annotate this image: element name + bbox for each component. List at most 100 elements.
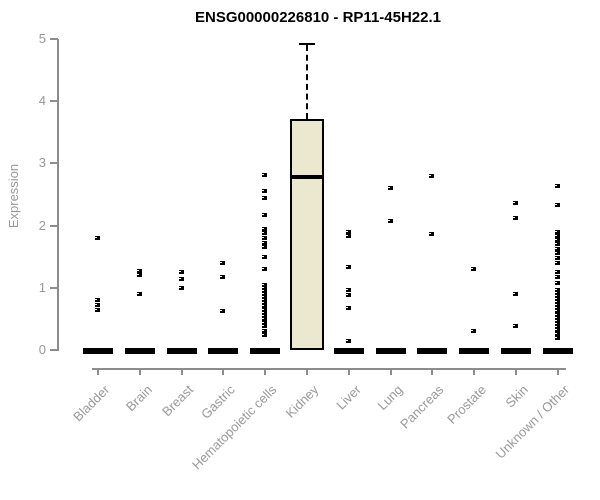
outlier-point bbox=[262, 236, 267, 240]
outlier-point bbox=[555, 238, 560, 242]
outlier-point bbox=[262, 301, 267, 305]
x-tick-label: Unknown / Other bbox=[493, 382, 573, 462]
outlier-point bbox=[555, 203, 560, 207]
outlier-point bbox=[262, 329, 267, 333]
outlier-point bbox=[429, 174, 434, 178]
outlier-point bbox=[555, 291, 560, 295]
y-tick-label: 3 bbox=[38, 155, 46, 170]
x-tick-label: Liver bbox=[333, 382, 364, 413]
x-tick-label: Prostate bbox=[443, 382, 489, 427]
outlier-point bbox=[95, 308, 100, 312]
outlier-point bbox=[555, 294, 560, 298]
zero-median-bar bbox=[250, 348, 280, 354]
outlier-point bbox=[555, 247, 560, 251]
outlier-point bbox=[137, 269, 142, 273]
x-axis-line bbox=[92, 368, 566, 370]
x-tick-label: Breast bbox=[159, 382, 197, 420]
x-tick-label: Pancreas bbox=[397, 382, 447, 432]
outlier-point bbox=[137, 292, 142, 296]
y-tick-label: 4 bbox=[38, 93, 46, 108]
outlier-point bbox=[555, 281, 560, 285]
outlier-point bbox=[262, 311, 267, 315]
x-axis-tick bbox=[557, 368, 559, 375]
outlier-point bbox=[388, 186, 393, 190]
outlier-point bbox=[262, 255, 267, 259]
x-axis-tick bbox=[473, 368, 475, 375]
zero-median-bar bbox=[83, 348, 113, 354]
outlier-point bbox=[220, 309, 225, 313]
outlier-point bbox=[179, 277, 184, 281]
x-axis-tick bbox=[306, 368, 308, 375]
zero-median-bar bbox=[208, 348, 238, 354]
x-axis-tick bbox=[264, 368, 266, 375]
outlier-point bbox=[346, 306, 351, 310]
outlier-point bbox=[429, 232, 434, 236]
x-axis-tick bbox=[431, 368, 433, 375]
outlier-point bbox=[471, 329, 476, 333]
outlier-point bbox=[95, 298, 100, 302]
outlier-point bbox=[555, 300, 560, 304]
x-tick-label: Skin bbox=[502, 382, 531, 411]
outlier-point bbox=[555, 316, 560, 320]
y-axis-tick bbox=[50, 162, 58, 164]
outlier-point bbox=[555, 313, 560, 317]
outlier-point bbox=[262, 304, 267, 308]
x-tick-label: Lung bbox=[374, 382, 406, 414]
outlier-point bbox=[513, 201, 518, 205]
outlier-point bbox=[555, 184, 560, 188]
outlier-point bbox=[95, 236, 100, 240]
outlier-point bbox=[262, 317, 267, 321]
outlier-point bbox=[262, 298, 267, 302]
outlier-point bbox=[513, 292, 518, 296]
outlier-point bbox=[555, 270, 560, 274]
outlier-point bbox=[262, 289, 267, 293]
x-axis-tick bbox=[139, 368, 141, 375]
outlier-point bbox=[555, 234, 560, 238]
outlier-point bbox=[555, 242, 560, 246]
outlier-point bbox=[262, 324, 267, 328]
x-axis-tick bbox=[390, 368, 392, 375]
outlier-point bbox=[262, 196, 267, 200]
outlier-point bbox=[179, 270, 184, 274]
outlier-point bbox=[555, 325, 560, 329]
outlier-point bbox=[388, 219, 393, 223]
outlier-point bbox=[262, 267, 267, 271]
outlier-point bbox=[220, 261, 225, 265]
x-axis-tick bbox=[348, 368, 350, 375]
y-axis-tick bbox=[50, 287, 58, 289]
y-axis-tick bbox=[50, 349, 58, 351]
outlier-point bbox=[555, 261, 560, 265]
outlier-point bbox=[262, 173, 267, 177]
outlier-point bbox=[262, 308, 267, 312]
outlier-point bbox=[346, 288, 351, 292]
outlier-point bbox=[346, 293, 351, 297]
outlier-point bbox=[346, 230, 351, 234]
zero-median-bar bbox=[376, 348, 406, 354]
x-tick-label: Bladder bbox=[70, 382, 113, 425]
outlier-point bbox=[179, 286, 184, 290]
y-tick-label: 5 bbox=[38, 31, 46, 46]
outlier-point bbox=[262, 314, 267, 318]
x-axis-tick bbox=[97, 368, 99, 375]
outlier-point bbox=[555, 297, 560, 301]
outlier-point bbox=[262, 295, 267, 299]
outlier-point bbox=[555, 332, 560, 336]
outlier-point bbox=[555, 336, 560, 340]
outlier-point bbox=[262, 241, 267, 245]
outlier-point bbox=[262, 245, 267, 249]
outlier-point bbox=[471, 267, 476, 271]
outlier-point bbox=[346, 265, 351, 269]
y-axis-tick bbox=[50, 225, 58, 227]
y-axis-tick bbox=[50, 38, 58, 40]
outlier-point bbox=[137, 273, 142, 277]
outlier-point bbox=[262, 189, 267, 193]
outlier-point bbox=[346, 234, 351, 238]
y-tick-label: 2 bbox=[38, 218, 46, 233]
y-axis-tick bbox=[50, 100, 58, 102]
outlier-point bbox=[555, 275, 560, 279]
outlier-point bbox=[262, 227, 267, 231]
zero-median-bar bbox=[334, 348, 364, 354]
upper-whisker-line bbox=[306, 45, 308, 119]
zero-median-bar bbox=[459, 348, 489, 354]
